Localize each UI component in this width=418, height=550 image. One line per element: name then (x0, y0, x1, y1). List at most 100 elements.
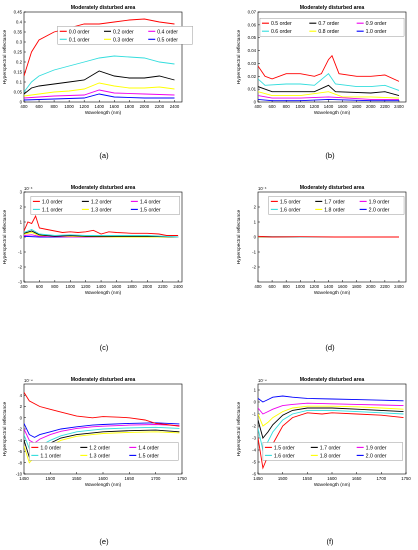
legend-entry: 1.0 order (366, 29, 387, 35)
y-tick-label: 0.02 (248, 74, 257, 79)
x-tick-label: 800 (51, 104, 59, 109)
legend-box (30, 196, 180, 215)
y-exponent-label: 10⁻⁴ (258, 378, 267, 383)
y-axis-label: Hyperspectral reflectance (236, 29, 242, 84)
y-tick-label: 2 (254, 205, 257, 210)
x-tick-label: 1500 (46, 476, 56, 481)
panel-caption: (d) (325, 343, 335, 352)
legend-entry: 0.1 order (69, 37, 90, 43)
x-tick-label: 2000 (140, 104, 150, 109)
series-group (24, 214, 179, 238)
x-tick-label: 400 (254, 104, 262, 109)
x-tick-label: 600 (35, 104, 43, 109)
x-axis-label: Wavelength (nm) (85, 482, 122, 488)
series-line (24, 55, 175, 93)
series-line (258, 405, 404, 427)
x-tick-label: 1400 (324, 284, 334, 289)
x-tick-label: 1200 (79, 104, 89, 109)
y-tick-label: 0.3 (16, 40, 23, 45)
chart-title: Moderately disturbed area (300, 5, 365, 11)
series-line (24, 392, 180, 427)
x-axis-label: Wavelength (nm) (314, 482, 351, 488)
x-tick-label: 2000 (143, 284, 153, 289)
legend-entry: 1.9 order (366, 445, 387, 451)
legend-entry: 0.5 order (271, 21, 292, 27)
legend-entry: 1.8 order (324, 207, 345, 213)
series-group (258, 54, 400, 102)
x-tick-label: 2200 (380, 104, 390, 109)
panel-caption: (b) (325, 151, 335, 160)
y-tick-label: -10 (16, 472, 23, 477)
legend-entry: 1.0 order (42, 199, 63, 205)
y-tick-label: 0.2 (16, 60, 23, 65)
series-line (24, 93, 175, 101)
series-line (258, 84, 400, 97)
chart-panel-6: Moderately disturbed area 10⁻⁴ 1450 1500 155… (236, 377, 411, 546)
x-tick-label: 2400 (173, 284, 183, 289)
x-tick-label: 1550 (303, 476, 313, 481)
y-tick-label: 0.45 (14, 10, 23, 15)
y-tick-label: -2 (18, 427, 22, 432)
legend-box (262, 442, 403, 461)
legend: 0.0 order 0.1 order 0.2 order 0.3 order 0.4 … (57, 26, 193, 45)
legend-entry: 1.5 order (274, 445, 295, 451)
y-tick-label: 0 (20, 415, 23, 420)
legend-entry: 1.8 order (320, 453, 341, 459)
x-tick-label: 2000 (366, 104, 376, 109)
y-tick-label: 0 (254, 235, 257, 240)
legend-entry: 0.0 order (69, 29, 90, 35)
chart-panel-1: Moderately disturbed area 400 600 800 1000 12… (2, 5, 193, 160)
legend-entry: 0.3 order (113, 37, 134, 43)
series-line (258, 402, 404, 415)
y-tick-label: 4 (20, 393, 23, 398)
series-line (258, 91, 400, 99)
series-line (258, 98, 399, 102)
legend-entry: 1.9 order (369, 199, 390, 205)
y-tick-label: 1 (20, 220, 23, 225)
y-tick-label: 0 (254, 100, 257, 105)
series-group (24, 18, 175, 101)
x-tick-label: 2200 (380, 284, 390, 289)
y-tick-label: 0.15 (14, 70, 23, 75)
legend-entry: 1.5 order (138, 453, 159, 459)
series-line (24, 82, 175, 97)
chart-panel-2: Moderately disturbed area 400 600 800 1000 12… (236, 5, 407, 160)
x-tick-label: 1800 (352, 284, 362, 289)
legend-entry: 1.4 order (138, 445, 159, 451)
x-tick-label: 1400 (96, 284, 106, 289)
legend-entry: 1.3 order (89, 453, 110, 459)
y-axis-label: Hyperspectral reflectance (2, 401, 8, 456)
chart-title: Moderately disturbed area (300, 185, 365, 191)
x-tick-label: 1600 (98, 476, 108, 481)
y-tick-label: 1 (254, 220, 257, 225)
y-axis-label: Hyperspectral reflectance (2, 29, 8, 84)
y-tick-label: 0.01 (248, 87, 257, 92)
y-tick-label: -3 (252, 436, 256, 441)
y-tick-label: 0.35 (14, 30, 23, 35)
legend-entry: 0.4 order (157, 29, 178, 35)
y-tick-label: -3 (18, 280, 22, 285)
x-tick-label: 1800 (352, 104, 362, 109)
series-group (258, 235, 399, 238)
x-tick-label: 2400 (394, 104, 404, 109)
legend-entry: 1.1 order (42, 207, 63, 213)
x-tick-label: 1650 (352, 476, 362, 481)
y-tick-label: -2 (252, 265, 256, 270)
x-tick-label: 1450 (19, 476, 29, 481)
chart-title: Moderately disturbed area (71, 377, 136, 383)
y-tick-label: 1 (254, 388, 257, 393)
y-tick-label: 3 (20, 190, 23, 195)
x-tick-label: 1600 (112, 284, 122, 289)
series-line (258, 235, 399, 238)
y-exponent-label: 10⁻⁴ (24, 378, 33, 383)
y-tick-label: 0.25 (14, 50, 23, 55)
legend-entry: 1.6 order (274, 453, 295, 459)
legend-entry: 1.7 order (320, 445, 341, 451)
legend-box (268, 196, 405, 215)
x-tick-label: 1750 (401, 476, 411, 481)
y-tick-label: 2 (20, 205, 23, 210)
x-axis-label: Wavelength (nm) (314, 290, 351, 296)
x-tick-label: 600 (269, 284, 277, 289)
y-tick-label: 0.1 (16, 80, 23, 85)
